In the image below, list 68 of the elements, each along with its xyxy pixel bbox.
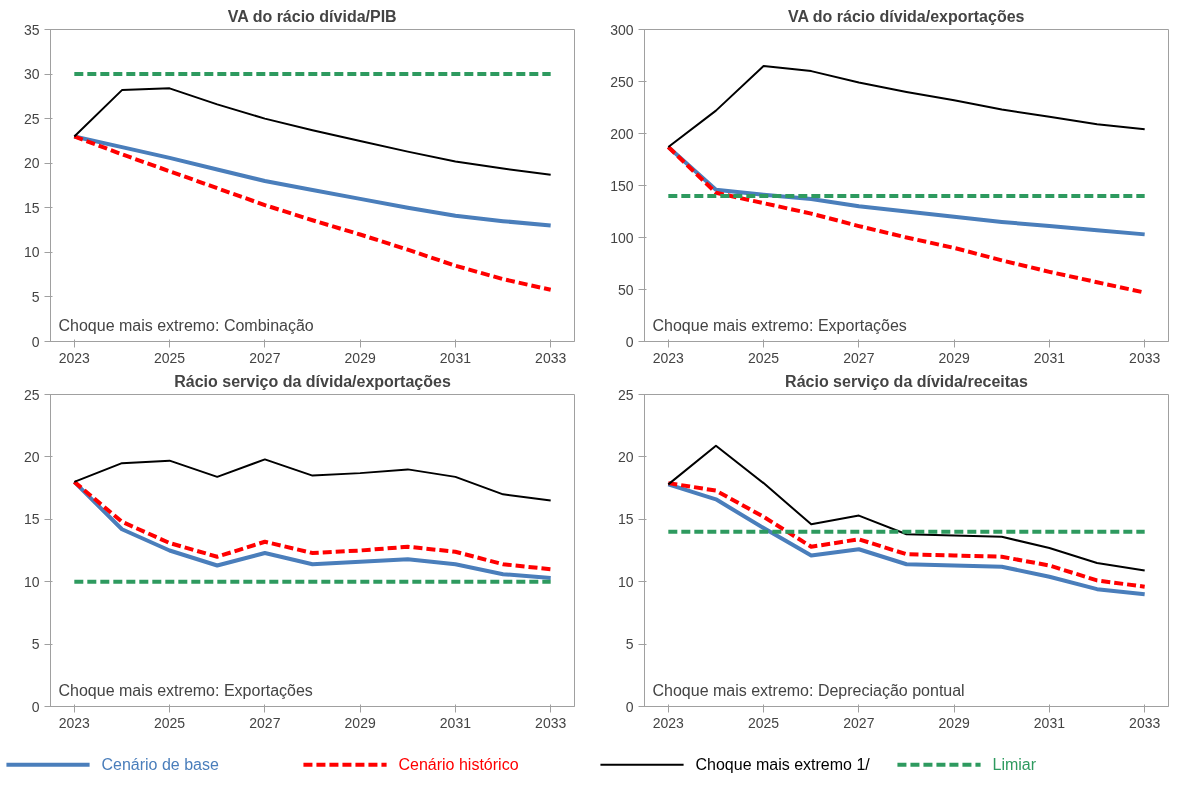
x-tick-label: 2029	[344, 714, 376, 731]
line-series	[667, 444, 1146, 572]
y-tick-label: 35	[23, 21, 40, 38]
y-tick-label: 25	[23, 110, 40, 127]
y-tick-label: 0	[31, 698, 40, 715]
x-tick-label: 2025	[154, 714, 186, 731]
x-tick-label: 2033	[1129, 349, 1161, 366]
x-tick-label: 2029	[344, 349, 376, 366]
x-tick-label: 2029	[938, 349, 970, 366]
chart-title: VA do rácio dívida/exportações	[787, 7, 1025, 25]
x-tick-label: 2031	[439, 349, 472, 366]
x-tick-label: 2023	[652, 349, 685, 366]
annotation: Choque mais extremo: Combinação	[58, 316, 314, 334]
x-tick-label: 2027	[249, 349, 281, 366]
y-tick-label: 30	[23, 66, 40, 83]
text: Choque mais extremo 1/	[695, 756, 871, 774]
x-tick-label: 2033	[535, 714, 567, 731]
y-tick-label: 10	[23, 244, 40, 261]
x-tick-label: 2033	[1129, 714, 1161, 731]
x-tick-label: 2031	[1033, 714, 1066, 731]
y-tick-label: 50	[617, 281, 634, 298]
x-tick-label: 2025	[154, 349, 186, 366]
y-tick-label: 5	[31, 636, 40, 653]
y-tick-label: 20	[23, 448, 40, 465]
y-tick-label: 5	[31, 288, 40, 305]
y-tick-label: 25	[617, 386, 634, 403]
annotation: Choque mais extremo: Exportações	[652, 316, 907, 334]
chart-title: VA do rácio dívida/PIB	[227, 7, 397, 25]
x-tick-label: 2033	[535, 349, 567, 366]
x-tick-label: 2027	[249, 714, 281, 731]
line-series	[73, 458, 552, 502]
y-tick-label: 20	[23, 155, 40, 172]
y-tick-label: 20	[617, 448, 634, 465]
x-tick-label: 2025	[748, 714, 780, 731]
y-tick-label: 10	[617, 573, 634, 590]
y-tick-label: 5	[625, 636, 634, 653]
chart-title: Rácio serviço da dívida/exportações	[174, 372, 451, 390]
x-tick-label: 2031	[1033, 349, 1066, 366]
y-tick-label: 300	[610, 21, 634, 38]
y-tick-label: 200	[610, 125, 634, 142]
y-tick-label: 25	[23, 386, 40, 403]
chart-title: Rácio serviço da dívida/receitas	[785, 372, 1028, 390]
y-tick-label: 250	[610, 73, 634, 90]
y-tick-label: 0	[625, 333, 634, 350]
annotation: Choque mais extremo: Depreciação pontual	[652, 681, 965, 699]
y-tick-label: 100	[610, 229, 634, 246]
x-tick-label: 2027	[843, 349, 875, 366]
x-tick-label: 2027	[843, 714, 875, 731]
x-tick-label: 2023	[58, 714, 91, 731]
text: Cenário histórico	[398, 756, 519, 774]
y-tick-label: 15	[23, 199, 40, 216]
x-tick-label: 2029	[938, 714, 970, 731]
y-tick-label: 150	[610, 177, 634, 194]
line-series	[667, 64, 1146, 149]
y-tick-label: 10	[23, 573, 40, 590]
text: Limiar	[992, 756, 1037, 774]
x-tick-label: 2025	[748, 349, 780, 366]
annotation: Choque mais extremo: Exportações	[58, 681, 313, 699]
x-tick-label: 2031	[439, 714, 472, 731]
line-series	[72, 134, 553, 292]
y-tick-label: 15	[617, 511, 634, 528]
line-series	[73, 87, 552, 176]
y-tick-label: 0	[625, 698, 634, 715]
x-tick-label: 2023	[58, 349, 91, 366]
text: Cenário de base	[101, 756, 219, 774]
y-tick-label: 15	[23, 511, 40, 528]
x-tick-label: 2023	[652, 714, 685, 731]
y-tick-label: 0	[31, 333, 40, 350]
